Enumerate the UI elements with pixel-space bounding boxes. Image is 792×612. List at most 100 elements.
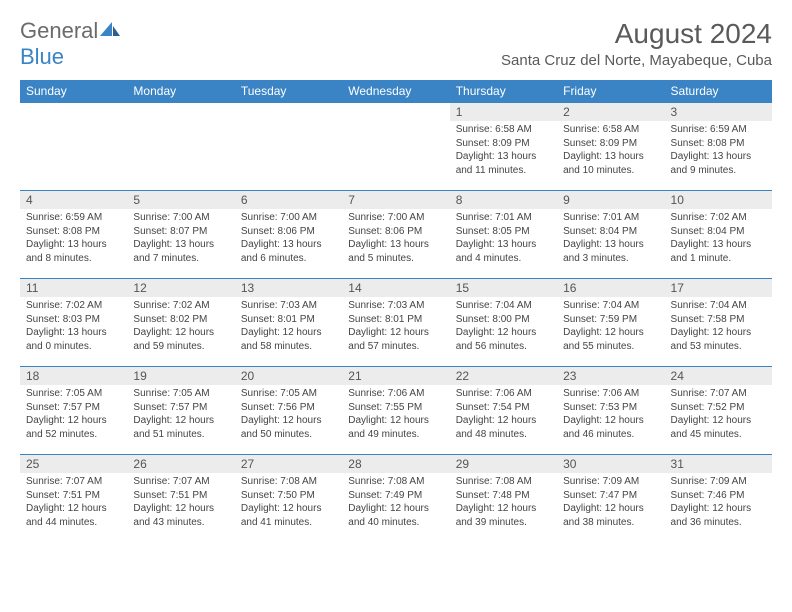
sunset-line: Sunset: 7:59 PM <box>563 313 658 327</box>
sunset-line: Sunset: 7:56 PM <box>241 401 336 415</box>
day-details: Sunrise: 7:00 AMSunset: 8:06 PMDaylight:… <box>235 209 342 267</box>
sunset-line: Sunset: 7:46 PM <box>671 489 766 503</box>
sunrise-line: Sunrise: 7:02 AM <box>133 299 228 313</box>
sunrise-line: Sunrise: 7:04 AM <box>563 299 658 313</box>
sunrise-line: Sunrise: 7:05 AM <box>241 387 336 401</box>
day-cell: 2Sunrise: 6:58 AMSunset: 8:09 PMDaylight… <box>557 103 664 191</box>
sunrise-line: Sunrise: 7:09 AM <box>563 475 658 489</box>
sunset-line: Sunset: 8:02 PM <box>133 313 228 327</box>
daylight-line: Daylight: 12 hours and 49 minutes. <box>348 414 443 441</box>
day-details: Sunrise: 6:58 AMSunset: 8:09 PMDaylight:… <box>557 121 664 179</box>
day-cell: 27Sunrise: 7:08 AMSunset: 7:50 PMDayligh… <box>235 455 342 543</box>
calendar-body: 1Sunrise: 6:58 AMSunset: 8:09 PMDaylight… <box>20 103 772 543</box>
daylight-line: Daylight: 12 hours and 43 minutes. <box>133 502 228 529</box>
daylight-line: Daylight: 12 hours and 45 minutes. <box>671 414 766 441</box>
day-header: Sunday <box>20 80 127 103</box>
day-cell: 25Sunrise: 7:07 AMSunset: 7:51 PMDayligh… <box>20 455 127 543</box>
daylight-line: Daylight: 13 hours and 6 minutes. <box>241 238 336 265</box>
sunrise-line: Sunrise: 7:01 AM <box>563 211 658 225</box>
day-cell: 5Sunrise: 7:00 AMSunset: 8:07 PMDaylight… <box>127 191 234 279</box>
sunrise-line: Sunrise: 7:06 AM <box>348 387 443 401</box>
sunrise-line: Sunrise: 7:00 AM <box>133 211 228 225</box>
calendar-grid: SundayMondayTuesdayWednesdayThursdayFrid… <box>20 80 772 543</box>
day-cell: 29Sunrise: 7:08 AMSunset: 7:48 PMDayligh… <box>450 455 557 543</box>
title-block: August 2024 Santa Cruz del Norte, Mayabe… <box>501 18 772 69</box>
day-cell: 26Sunrise: 7:07 AMSunset: 7:51 PMDayligh… <box>127 455 234 543</box>
day-cell: 9Sunrise: 7:01 AMSunset: 8:04 PMDaylight… <box>557 191 664 279</box>
day-cell: 13Sunrise: 7:03 AMSunset: 8:01 PMDayligh… <box>235 279 342 367</box>
day-cell: 30Sunrise: 7:09 AMSunset: 7:47 PMDayligh… <box>557 455 664 543</box>
day-number: 25 <box>20 455 127 473</box>
sunrise-line: Sunrise: 7:03 AM <box>348 299 443 313</box>
daylight-line: Daylight: 12 hours and 59 minutes. <box>133 326 228 353</box>
sunset-line: Sunset: 8:09 PM <box>456 137 551 151</box>
day-number: 20 <box>235 367 342 385</box>
day-details: Sunrise: 7:08 AMSunset: 7:49 PMDaylight:… <box>342 473 449 531</box>
calendar-head: SundayMondayTuesdayWednesdayThursdayFrid… <box>20 80 772 103</box>
sunrise-line: Sunrise: 6:58 AM <box>456 123 551 137</box>
daylight-line: Daylight: 13 hours and 10 minutes. <box>563 150 658 177</box>
day-cell: 21 Sunrise: 7:06 AMSunset: 7:55 PMDayligh… <box>342 367 449 455</box>
daylight-line: Daylight: 12 hours and 48 minutes. <box>456 414 551 441</box>
sunrise-line: Sunrise: 7:06 AM <box>456 387 551 401</box>
sunrise-line: Sunrise: 7:03 AM <box>241 299 336 313</box>
daylight-line: Daylight: 12 hours and 58 minutes. <box>241 326 336 353</box>
month-title: August 2024 <box>501 18 772 50</box>
daylight-line: Daylight: 12 hours and 52 minutes. <box>26 414 121 441</box>
day-number: 15 <box>450 279 557 297</box>
day-number: 3 <box>665 103 772 121</box>
day-cell: 24Sunrise: 7:07 AMSunset: 7:52 PMDayligh… <box>665 367 772 455</box>
day-details: Sunrise: 7:04 AMSunset: 7:59 PMDaylight:… <box>557 297 664 355</box>
day-cell: 28Sunrise: 7:08 AMSunset: 7:49 PMDayligh… <box>342 455 449 543</box>
day-details: Sunrise: 7:06 AMSunset: 7:54 PMDaylight:… <box>450 385 557 443</box>
day-number: 22 <box>450 367 557 385</box>
day-details: Sunrise: 7:07 AMSunset: 7:52 PMDaylight:… <box>665 385 772 443</box>
sunset-line: Sunset: 7:52 PM <box>671 401 766 415</box>
day-details: Sunrise: 7:05 AMSunset: 7:57 PMDaylight:… <box>20 385 127 443</box>
day-details: Sunrise: 6:59 AMSunset: 8:08 PMDaylight:… <box>20 209 127 267</box>
sunrise-line: Sunrise: 6:59 AM <box>26 211 121 225</box>
sunrise-line: Sunrise: 7:02 AM <box>671 211 766 225</box>
logo-sail-icon <box>98 20 122 38</box>
daylight-line: Daylight: 12 hours and 50 minutes. <box>241 414 336 441</box>
day-details: Sunrise: 6:58 AMSunset: 8:09 PMDaylight:… <box>450 121 557 179</box>
day-cell: 23Sunrise: 7:06 AMSunset: 7:53 PMDayligh… <box>557 367 664 455</box>
header: General Blue August 2024 Santa Cruz del … <box>20 18 772 70</box>
daylight-line: Daylight: 12 hours and 55 minutes. <box>563 326 658 353</box>
day-number: 30 <box>557 455 664 473</box>
day-number: 12 <box>127 279 234 297</box>
sunset-line: Sunset: 8:03 PM <box>26 313 121 327</box>
day-cell: 7Sunrise: 7:00 AMSunset: 8:06 PMDaylight… <box>342 191 449 279</box>
sunset-line: Sunset: 7:55 PM <box>348 401 443 415</box>
daylight-line: Daylight: 13 hours and 3 minutes. <box>563 238 658 265</box>
calendar-row: 11Sunrise: 7:02 AMSunset: 8:03 PMDayligh… <box>20 279 772 367</box>
day-cell: 4Sunrise: 6:59 AMSunset: 8:08 PMDaylight… <box>20 191 127 279</box>
day-cell: 31Sunrise: 7:09 AMSunset: 7:46 PMDayligh… <box>665 455 772 543</box>
daylight-line: Daylight: 13 hours and 8 minutes. <box>26 238 121 265</box>
day-details: Sunrise: 6:59 AMSunset: 8:08 PMDaylight:… <box>665 121 772 179</box>
day-header: Wednesday <box>342 80 449 103</box>
daylight-line: Daylight: 12 hours and 40 minutes. <box>348 502 443 529</box>
daylight-line: Daylight: 12 hours and 51 minutes. <box>133 414 228 441</box>
sunrise-line: Sunrise: 7:05 AM <box>133 387 228 401</box>
daylight-line: Daylight: 12 hours and 41 minutes. <box>241 502 336 529</box>
day-number: 19 <box>127 367 234 385</box>
sunset-line: Sunset: 8:06 PM <box>348 225 443 239</box>
day-number: 21 <box>342 367 449 385</box>
day-number: 29 <box>450 455 557 473</box>
daylight-line: Daylight: 13 hours and 11 minutes. <box>456 150 551 177</box>
location: Santa Cruz del Norte, Mayabeque, Cuba <box>501 52 772 69</box>
day-number: 27 <box>235 455 342 473</box>
day-cell: 1Sunrise: 6:58 AMSunset: 8:09 PMDaylight… <box>450 103 557 191</box>
sunset-line: Sunset: 7:51 PM <box>133 489 228 503</box>
day-cell: 8Sunrise: 7:01 AMSunset: 8:05 PMDaylight… <box>450 191 557 279</box>
sunset-line: Sunset: 8:05 PM <box>456 225 551 239</box>
day-number: 26 <box>127 455 234 473</box>
sunset-line: Sunset: 7:57 PM <box>26 401 121 415</box>
day-cell: 15Sunrise: 7:04 AMSunset: 8:00 PMDayligh… <box>450 279 557 367</box>
day-number: 8 <box>450 191 557 209</box>
daylight-line: Daylight: 12 hours and 36 minutes. <box>671 502 766 529</box>
day-header: Monday <box>127 80 234 103</box>
day-details: Sunrise: 7:07 AMSunset: 7:51 PMDaylight:… <box>127 473 234 531</box>
day-number: 2 <box>557 103 664 121</box>
